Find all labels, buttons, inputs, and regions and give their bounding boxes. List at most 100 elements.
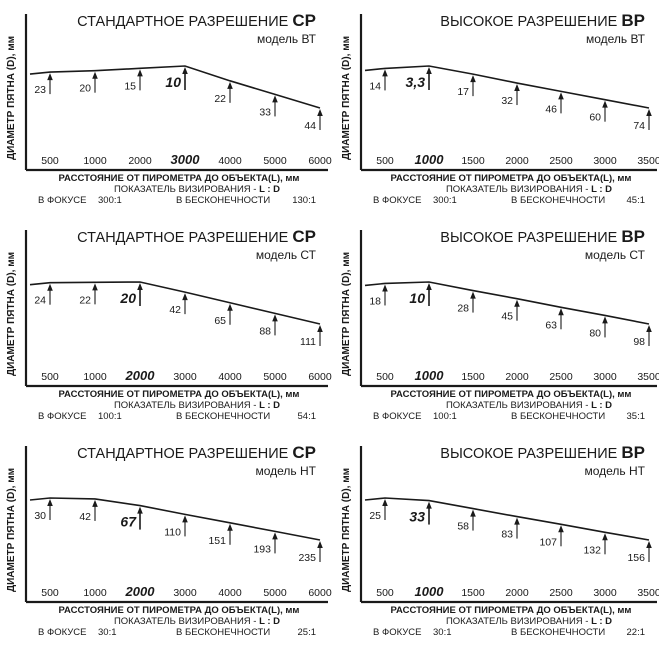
spot-value-label: 17 [457,86,469,98]
x-tick-label: 1500 [461,155,485,167]
spot-value-label: 67 [120,514,137,530]
focus-label: В ФОКУСЕ [38,411,86,422]
spot-value-label: 20 [79,83,91,95]
chart-title-code: СР [292,11,316,30]
spot-arrow-head [602,533,608,541]
x-tick-label: 2000 [125,368,156,383]
chart-panel: ВЫСОКОЕ РАЗРЕШЕНИЕ ВР модель ВТ ДИАМЕТР ПЯ… [341,11,659,206]
x-tick-label: 500 [41,155,59,167]
ratio-caption: ПОКАЗАТЕЛЬ ВИЗИРОВАНИЯ - L : D [114,184,280,195]
spot-arrow-head [646,325,652,332]
spot-arrow-head [514,517,520,525]
spot-arrow-head [272,314,278,322]
x-axis-label: РАССТОЯНИЕ ОТ ПИРОМЕТРА ДО ОБЪЕКТА(L), м… [391,605,632,616]
chart-title-text: ВЫСОКОЕ РАЗРЕШЕНИЕ [440,446,621,462]
infinity-label: В БЕСКОНЕЧНОСТИ [176,195,270,206]
focus-ratio: 300:1 [98,195,122,206]
x-tick-label: 500 [41,587,59,599]
x-tick-label: 1000 [415,152,445,167]
ratio-caption: ПОКАЗАТЕЛЬ ВИЗИРОВАНИЯ - L : D [446,616,612,627]
ratio-label: ПОКАЗАТЕЛЬ ВИЗИРОВАНИЯ - [446,184,591,195]
y-axis-label: ДИАМЕТР ПЯТНА (D), мм [341,36,352,160]
focus-label: В ФОКУСЕ [38,195,86,206]
spot-arrow-head [227,303,233,311]
x-tick-label: 3000 [593,155,617,167]
x-tick-label: 500 [376,155,394,167]
spot-arrow-head [272,95,278,103]
spot-arrow-head [646,541,652,548]
ratio-caption: ПОКАЗАТЕЛЬ ВИЗИРОВАНИЯ - L : D [114,616,280,627]
spot-size-line [364,497,650,541]
x-tick-label: 6000 [308,155,332,167]
chart-model: модель ВТ [586,32,646,46]
spot-arrow-head [47,499,53,506]
ratio-label: ПОКАЗАТЕЛЬ ВИЗИРОВАНИЯ - [446,400,591,411]
chart-model: модель НТ [255,464,316,478]
spot-value-label: 45 [501,311,513,323]
spot-arrow-head [317,541,323,548]
chart-panel: СТАНДАРТНОЕ РАЗРЕШЕНИЕ СР модель СТ ДИАМЕТ… [6,227,332,422]
spot-arrow-head [92,499,98,507]
x-tick-label: 2000 [505,155,529,167]
chart-model: модель СТ [256,248,317,262]
spot-value-label: 58 [457,521,469,533]
x-tick-label: 3000 [593,587,617,599]
spot-arrow-head [602,100,608,108]
x-tick-label: 2000 [505,587,529,599]
ratio-symbol: L : D [591,400,612,411]
spot-size-line [29,497,321,541]
spot-size-line [29,65,321,109]
spot-value-label: 88 [259,325,271,337]
x-tick-label: 500 [376,587,394,599]
x-axis-label: РАССТОЯНИЕ ОТ ПИРОМЕТРА ДО ОБЪЕКТА(L), м… [391,389,632,400]
x-axis-label: РАССТОЯНИЕ ОТ ПИРОМЕТРА ДО ОБЪЕКТА(L), м… [59,389,300,400]
x-tick-label: 2500 [549,587,573,599]
infinity-label: В БЕСКОНЕЧНОСТИ [511,627,605,638]
infinity-label: В БЕСКОНЕЧНОСТИ [511,195,605,206]
spot-size-line [364,65,650,109]
chart-title-code: СР [292,443,316,462]
spot-arrow-head [558,525,564,533]
x-tick-label: 3000 [173,587,197,599]
x-tick-label: 1000 [83,587,107,599]
x-tick-label: 2000 [128,155,152,167]
spot-value-label: 14 [369,80,381,92]
spot-value-label: 65 [214,315,226,327]
x-tick-label: 2000 [125,584,156,599]
spot-value-label: 3,3 [406,74,426,90]
chart-title-text: СТАНДАРТНОЕ РАЗРЕШЕНИЕ [77,230,292,246]
chart-panel: ВЫСОКОЕ РАЗРЕШЕНИЕ ВР модель СТ ДИАМЕТР ПЯ… [341,227,659,422]
infinity-label: В БЕСКОНЕЧНОСТИ [176,411,270,422]
chart-model: модель ВТ [257,32,317,46]
spot-arrow-head [272,532,278,540]
x-tick-label: 6000 [308,371,332,383]
x-tick-label: 1500 [461,587,485,599]
spot-value-label: 156 [627,552,645,564]
chart-title: ВЫСОКОЕ РАЗРЕШЕНИЕ ВР [440,227,645,246]
chart-title-code: ВР [621,11,645,30]
spot-value-label: 46 [545,103,557,115]
spot-arrow-head [426,283,432,290]
spot-value-label: 22 [214,93,226,105]
spot-arrow-head [558,308,564,316]
spot-arrow-head [182,293,188,301]
spot-arrow-head [514,84,520,92]
spot-arrow-head [227,81,233,89]
x-tick-label: 3500 [637,587,659,599]
y-axis-label: ДИАМЕТР ПЯТНА (D), мм [6,468,17,592]
y-axis-label: ДИАМЕТР ПЯТНА (D), мм [341,252,352,376]
ratio-symbol: L : D [259,184,280,195]
spot-value-label: 30 [34,510,46,522]
ratio-symbol: L : D [259,616,280,627]
y-axis-label: ДИАМЕТР ПЯТНА (D), мм [341,468,352,592]
focus-label: В ФОКУСЕ [373,627,421,638]
ratio-label: ПОКАЗАТЕЛЬ ВИЗИРОВАНИЯ - [114,616,259,627]
chart-model: модель СТ [585,248,646,262]
spot-arrow-head [558,92,564,100]
ratio-symbol: L : D [259,400,280,411]
spot-arrow-head [382,499,388,506]
ratio-caption: ПОКАЗАТЕЛЬ ВИЗИРОВАНИЯ - L : D [114,400,280,411]
x-tick-label: 3500 [637,371,659,383]
spot-size-line [29,281,321,325]
